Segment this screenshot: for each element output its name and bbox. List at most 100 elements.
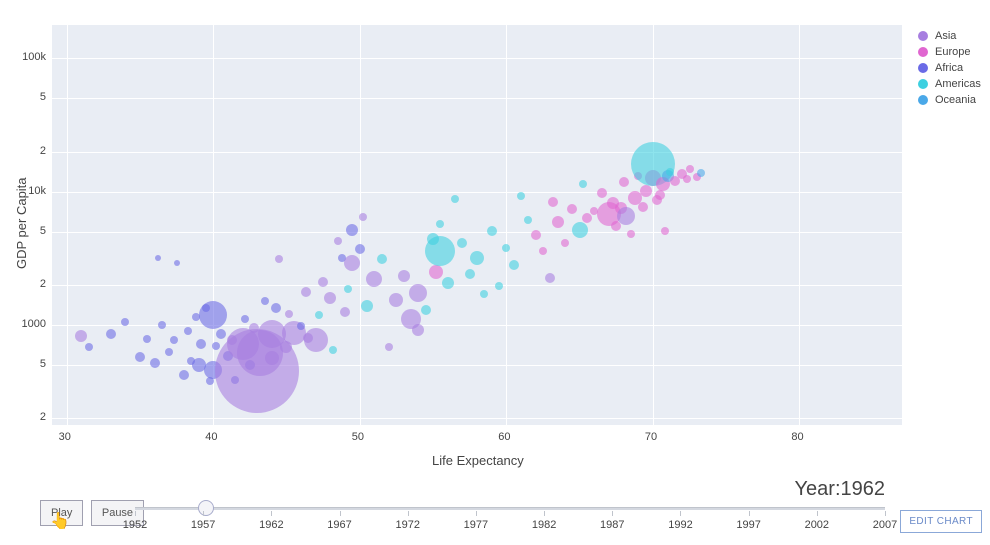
data-bubble[interactable] bbox=[502, 244, 510, 252]
data-bubble[interactable] bbox=[661, 227, 669, 235]
data-bubble[interactable] bbox=[470, 251, 484, 265]
data-bubble[interactable] bbox=[344, 285, 352, 293]
legend-item-oceania[interactable]: Oceania bbox=[918, 94, 981, 106]
data-bubble[interactable] bbox=[517, 192, 525, 200]
data-bubble[interactable] bbox=[106, 329, 116, 339]
data-bubble[interactable] bbox=[75, 330, 87, 342]
data-bubble[interactable] bbox=[150, 358, 160, 368]
data-bubble[interactable] bbox=[436, 220, 444, 228]
data-bubble[interactable] bbox=[334, 237, 342, 245]
data-bubble[interactable] bbox=[346, 224, 358, 236]
data-bubble[interactable] bbox=[340, 307, 350, 317]
data-bubble[interactable] bbox=[359, 213, 367, 221]
slider-tick-label: 1987 bbox=[600, 519, 624, 531]
data-bubble[interactable] bbox=[697, 169, 705, 177]
data-bubble[interactable] bbox=[216, 329, 226, 339]
data-bubble[interactable] bbox=[329, 346, 337, 354]
data-bubble[interactable] bbox=[199, 301, 227, 329]
data-bubble[interactable] bbox=[429, 265, 443, 279]
data-bubble[interactable] bbox=[412, 324, 424, 336]
data-bubble[interactable] bbox=[318, 277, 328, 287]
legend-swatch bbox=[918, 63, 928, 73]
slider-tick bbox=[203, 511, 204, 516]
data-bubble[interactable] bbox=[683, 175, 691, 183]
data-bubble[interactable] bbox=[135, 352, 145, 362]
data-bubble[interactable] bbox=[143, 335, 151, 343]
data-bubble[interactable] bbox=[465, 269, 475, 279]
data-bubble[interactable] bbox=[421, 305, 431, 315]
data-bubble[interactable] bbox=[572, 222, 588, 238]
year-value: 1962 bbox=[841, 478, 886, 500]
legend[interactable]: Asia Europe Africa Americas Oceania bbox=[918, 30, 981, 110]
data-bubble[interactable] bbox=[627, 230, 635, 238]
data-bubble[interactable] bbox=[184, 327, 192, 335]
data-bubble[interactable] bbox=[425, 236, 455, 266]
data-bubble[interactable] bbox=[275, 255, 283, 263]
data-bubble[interactable] bbox=[389, 293, 403, 307]
data-bubble[interactable] bbox=[487, 226, 497, 236]
data-bubble[interactable] bbox=[241, 315, 249, 323]
data-bubble[interactable] bbox=[170, 336, 178, 344]
data-bubble[interactable] bbox=[611, 221, 621, 231]
y-tick-label: 2 bbox=[40, 278, 46, 290]
data-bubble[interactable] bbox=[619, 177, 629, 187]
data-bubble[interactable] bbox=[655, 190, 665, 200]
data-bubble[interactable] bbox=[265, 351, 279, 365]
legend-item-asia[interactable]: Asia bbox=[918, 30, 981, 42]
year-slider-handle[interactable] bbox=[198, 500, 214, 516]
data-bubble[interactable] bbox=[85, 343, 93, 351]
data-bubble[interactable] bbox=[196, 339, 206, 349]
data-bubble[interactable] bbox=[297, 322, 305, 330]
data-bubble[interactable] bbox=[597, 188, 607, 198]
data-bubble[interactable] bbox=[361, 300, 373, 312]
data-bubble[interactable] bbox=[548, 197, 558, 207]
data-bubble[interactable] bbox=[552, 216, 564, 228]
data-bubble[interactable] bbox=[539, 247, 547, 255]
data-bubble[interactable] bbox=[686, 165, 694, 173]
data-bubble[interactable] bbox=[285, 310, 293, 318]
data-bubble[interactable] bbox=[324, 292, 336, 304]
data-bubble[interactable] bbox=[174, 260, 180, 266]
slider-tick bbox=[817, 511, 818, 516]
data-bubble[interactable] bbox=[442, 277, 454, 289]
data-bubble[interactable] bbox=[524, 216, 532, 224]
data-bubble[interactable] bbox=[377, 254, 387, 264]
data-bubble[interactable] bbox=[451, 195, 459, 203]
legend-item-americas[interactable]: Americas bbox=[918, 78, 981, 90]
data-bubble[interactable] bbox=[385, 343, 393, 351]
data-bubble[interactable] bbox=[315, 311, 323, 319]
year-slider-track[interactable] bbox=[135, 507, 885, 510]
data-bubble[interactable] bbox=[617, 207, 635, 225]
data-bubble[interactable] bbox=[121, 318, 129, 326]
data-bubble[interactable] bbox=[155, 255, 161, 261]
data-bubble[interactable] bbox=[579, 180, 587, 188]
data-bubble[interactable] bbox=[480, 290, 488, 298]
data-bubble[interactable] bbox=[301, 287, 311, 297]
data-bubble[interactable] bbox=[355, 244, 365, 254]
data-bubble[interactable] bbox=[638, 202, 648, 212]
data-bubble[interactable] bbox=[165, 348, 173, 356]
data-bubble[interactable] bbox=[344, 255, 360, 271]
data-bubble[interactable] bbox=[531, 230, 541, 240]
play-button[interactable]: Play bbox=[40, 500, 83, 526]
y-gridline bbox=[52, 285, 902, 286]
data-bubble[interactable] bbox=[545, 273, 555, 283]
data-bubble[interactable] bbox=[261, 297, 269, 305]
data-bubble[interactable] bbox=[271, 303, 281, 313]
data-bubble[interactable] bbox=[509, 260, 519, 270]
data-bubble[interactable] bbox=[398, 270, 410, 282]
legend-item-africa[interactable]: Africa bbox=[918, 62, 981, 74]
data-bubble[interactable] bbox=[567, 204, 577, 214]
data-bubble[interactable] bbox=[409, 284, 427, 302]
edit-chart-button[interactable]: EDIT CHART bbox=[900, 510, 982, 533]
data-bubble[interactable] bbox=[158, 321, 166, 329]
data-bubble[interactable] bbox=[212, 342, 220, 350]
legend-item-europe[interactable]: Europe bbox=[918, 46, 981, 58]
data-bubble[interactable] bbox=[366, 271, 382, 287]
data-bubble[interactable] bbox=[304, 328, 328, 352]
data-bubble[interactable] bbox=[457, 238, 467, 248]
data-bubble[interactable] bbox=[179, 370, 189, 380]
data-bubble[interactable] bbox=[495, 282, 503, 290]
data-bubble[interactable] bbox=[666, 168, 674, 176]
data-bubble[interactable] bbox=[561, 239, 569, 247]
